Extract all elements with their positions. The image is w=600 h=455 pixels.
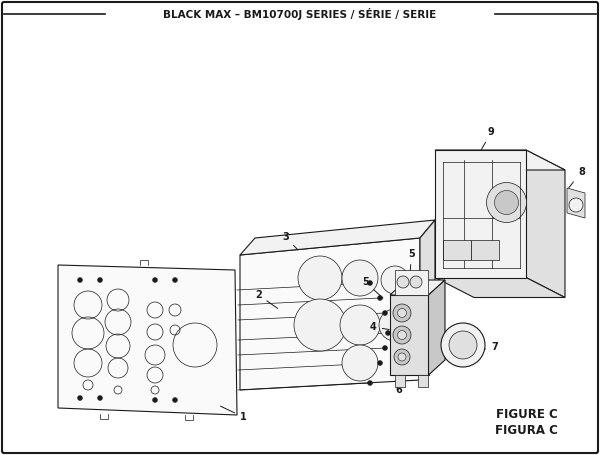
Circle shape — [152, 278, 157, 283]
Polygon shape — [58, 265, 237, 415]
Text: FIGURA C: FIGURA C — [495, 424, 558, 436]
Polygon shape — [395, 375, 405, 387]
Text: FIGURE C: FIGURE C — [496, 409, 558, 421]
Circle shape — [367, 280, 373, 285]
Circle shape — [383, 310, 388, 315]
Text: 8: 8 — [569, 167, 585, 188]
Circle shape — [487, 182, 527, 222]
Text: 7: 7 — [484, 342, 498, 352]
Circle shape — [77, 395, 83, 400]
Circle shape — [449, 331, 477, 359]
Text: 9: 9 — [481, 127, 495, 150]
Circle shape — [394, 349, 410, 365]
Circle shape — [386, 330, 391, 335]
Circle shape — [494, 191, 518, 214]
Polygon shape — [435, 150, 565, 170]
Text: 5: 5 — [362, 277, 383, 298]
Circle shape — [294, 299, 346, 351]
Circle shape — [441, 323, 485, 367]
Text: 3: 3 — [282, 232, 298, 250]
Circle shape — [298, 256, 342, 300]
Circle shape — [398, 330, 407, 339]
Polygon shape — [418, 375, 428, 387]
Polygon shape — [428, 280, 445, 375]
Polygon shape — [395, 270, 428, 295]
Text: 5: 5 — [408, 249, 415, 272]
Circle shape — [97, 395, 103, 400]
Text: 6: 6 — [395, 380, 405, 395]
Circle shape — [397, 276, 409, 288]
Circle shape — [569, 198, 583, 212]
Circle shape — [393, 326, 411, 344]
Circle shape — [377, 295, 383, 300]
Circle shape — [77, 278, 83, 283]
Polygon shape — [240, 220, 435, 255]
Circle shape — [97, 278, 103, 283]
Circle shape — [383, 345, 388, 350]
Polygon shape — [240, 238, 420, 390]
Text: 4: 4 — [370, 322, 389, 332]
Circle shape — [393, 304, 411, 322]
Polygon shape — [390, 280, 445, 295]
Circle shape — [379, 309, 411, 341]
Circle shape — [398, 353, 406, 361]
Polygon shape — [472, 240, 499, 260]
Circle shape — [342, 345, 378, 381]
Circle shape — [398, 308, 407, 318]
Circle shape — [367, 380, 373, 385]
Circle shape — [381, 266, 409, 294]
Polygon shape — [443, 240, 471, 260]
Circle shape — [342, 260, 378, 296]
Polygon shape — [435, 278, 565, 298]
Polygon shape — [435, 150, 526, 278]
Polygon shape — [567, 188, 585, 218]
Text: BLACK MAX – BM10700J SERIES / SÉRIE / SERIE: BLACK MAX – BM10700J SERIES / SÉRIE / SE… — [163, 8, 437, 20]
Polygon shape — [526, 150, 565, 298]
Circle shape — [173, 278, 178, 283]
Polygon shape — [420, 220, 435, 380]
Text: 2: 2 — [255, 290, 278, 308]
Circle shape — [340, 305, 380, 345]
Circle shape — [152, 398, 157, 403]
Circle shape — [410, 276, 422, 288]
Polygon shape — [390, 295, 428, 375]
Text: 1: 1 — [221, 406, 247, 422]
Circle shape — [377, 360, 383, 365]
Circle shape — [173, 398, 178, 403]
